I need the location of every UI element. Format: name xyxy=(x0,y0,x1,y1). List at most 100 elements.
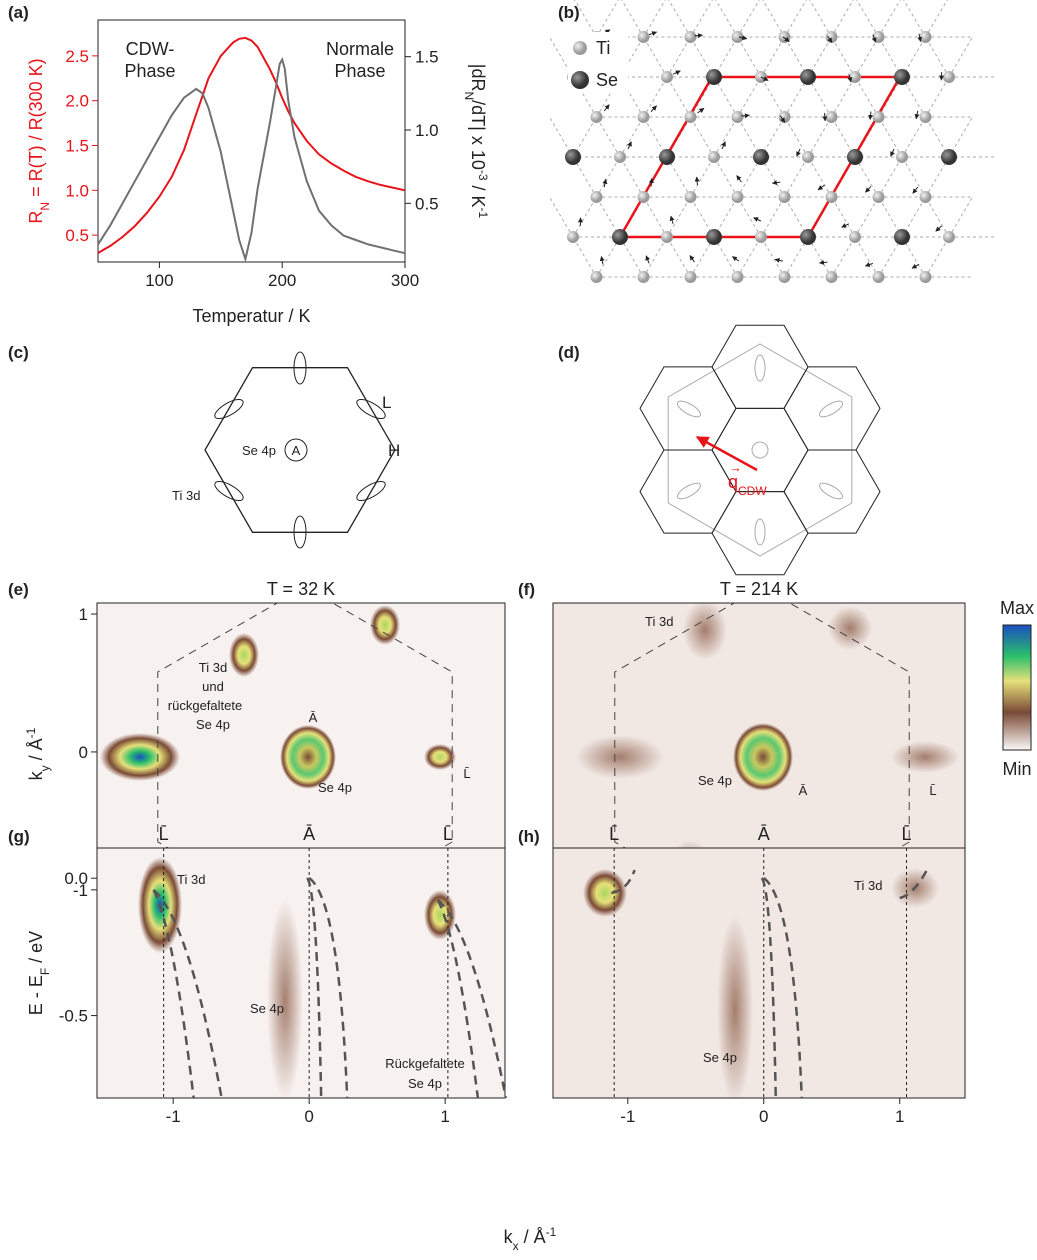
label-part: N xyxy=(38,202,52,211)
displacement xyxy=(673,71,680,74)
legend-se xyxy=(571,71,589,89)
lattice-line xyxy=(667,0,691,37)
map-note: L̄ xyxy=(463,766,470,781)
panel-label: (h) xyxy=(518,827,540,846)
lattice-line xyxy=(714,0,738,37)
lattice-line xyxy=(761,237,785,277)
annotation: CDW- xyxy=(126,39,175,59)
lattice-line xyxy=(808,157,832,197)
y2-tick-label: 0.5 xyxy=(415,194,439,213)
se-atom xyxy=(612,229,628,245)
displacement xyxy=(697,108,704,113)
y-tick-label: 1 xyxy=(79,605,88,624)
map-note: rückgefaltete xyxy=(168,698,242,713)
lattice-line xyxy=(667,197,691,237)
x-tick-label: 100 xyxy=(145,271,173,290)
displacement xyxy=(819,262,827,263)
y-axis-label: RN = R(T) / R(300 K) xyxy=(26,58,52,223)
ti-atom xyxy=(661,71,673,83)
label: A xyxy=(292,443,301,458)
displacement xyxy=(772,182,780,183)
y-tick-label: 0.5 xyxy=(65,226,89,245)
lattice-line xyxy=(761,77,785,117)
displacement xyxy=(916,111,918,119)
lattice-line xyxy=(761,37,785,77)
lattice-line xyxy=(597,157,621,197)
ti-atom xyxy=(732,191,744,203)
lattice-line xyxy=(620,157,644,197)
lattice-line xyxy=(785,157,809,197)
intensity-blob xyxy=(733,723,793,791)
lattice-line xyxy=(644,197,668,237)
ti-atom xyxy=(873,31,885,43)
lattice-line xyxy=(691,117,715,157)
label-part: N xyxy=(462,91,476,100)
ti-atom xyxy=(779,191,791,203)
ti-atom xyxy=(849,231,861,243)
lattice-line xyxy=(926,37,950,77)
x-tick-label: 0 xyxy=(304,1107,313,1126)
ti-atom xyxy=(943,231,955,243)
ti-atom xyxy=(826,271,838,283)
intensity-blob xyxy=(100,733,180,781)
ti-atom xyxy=(920,191,932,203)
y-tick-label: 1.0 xyxy=(65,181,89,200)
colorbar-label: Max xyxy=(1000,598,1034,618)
ti-atom xyxy=(779,271,791,283)
lattice-line xyxy=(761,197,785,237)
lattice-line xyxy=(691,157,715,197)
lattice-line xyxy=(573,237,597,277)
y-tick-label: 0.0 xyxy=(64,869,88,888)
label-part: / Å xyxy=(519,1227,546,1247)
map-note: Se 4p xyxy=(196,717,230,732)
panel-label: (f) xyxy=(518,580,535,599)
annotation: Phase xyxy=(334,61,385,81)
data-line xyxy=(98,60,405,260)
label-part: = R(T) / R(300 K) xyxy=(26,58,46,202)
label-part: / Å xyxy=(26,738,46,765)
colorbar xyxy=(1003,625,1031,750)
ti-atom xyxy=(920,271,932,283)
marker-label: L̄ xyxy=(902,824,912,844)
map-note: Ā xyxy=(309,710,318,725)
y2-tick-label: 1.5 xyxy=(415,48,439,67)
marker-label: L̄ xyxy=(159,824,169,844)
label-part: CDW xyxy=(738,484,767,498)
ti-atom xyxy=(732,271,744,283)
se-atom xyxy=(753,149,769,165)
zone xyxy=(784,367,880,450)
x-tick-label: 1 xyxy=(440,1107,449,1126)
lattice-line xyxy=(785,0,809,37)
ti-atom xyxy=(920,31,932,43)
legend-label: Ti xyxy=(596,38,610,58)
pocket xyxy=(675,480,703,502)
ti-atom xyxy=(685,191,697,203)
lattice-line xyxy=(738,0,762,37)
lattice-line xyxy=(808,0,832,37)
label-part: -1 xyxy=(24,727,38,738)
map-note: Se 4p xyxy=(703,1050,737,1065)
ti-atom xyxy=(685,31,697,43)
label: H xyxy=(388,441,400,460)
map-note: Ti 3d xyxy=(645,614,673,629)
displacement xyxy=(936,226,942,231)
label: Se 4p xyxy=(242,443,276,458)
label-part: -1 xyxy=(546,1225,557,1239)
pocket xyxy=(752,442,768,458)
displacement xyxy=(651,178,652,186)
panel-label: (a) xyxy=(8,3,29,22)
zone xyxy=(784,450,880,533)
displacement xyxy=(651,106,657,112)
label-part: R xyxy=(26,211,46,224)
label-part: /dT| x 10 xyxy=(468,100,488,170)
lattice-line xyxy=(855,237,879,277)
marker-label: Ā xyxy=(758,824,770,844)
displacement xyxy=(870,112,871,120)
displacement xyxy=(754,218,761,221)
annotation: Phase xyxy=(124,61,175,81)
lattice-line xyxy=(926,197,950,237)
lattice-line xyxy=(832,37,856,77)
label: Ti 3d xyxy=(172,488,200,503)
ti-atom xyxy=(873,111,885,123)
